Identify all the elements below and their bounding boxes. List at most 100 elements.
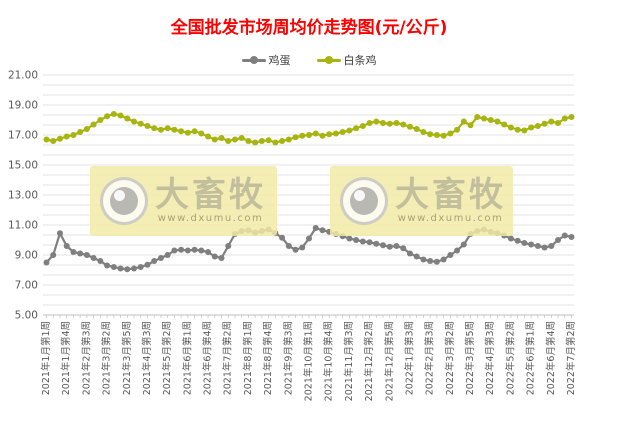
data-point [265, 137, 272, 144]
y-tick-label: 21.00 [8, 70, 38, 82]
data-point [346, 235, 353, 242]
data-point [460, 241, 467, 248]
data-point [359, 238, 366, 245]
data-point [346, 127, 353, 134]
data-point [528, 241, 535, 248]
data-point [225, 138, 232, 144]
data-point [63, 243, 70, 249]
data-point [380, 242, 387, 249]
data-point [77, 129, 84, 135]
x-tick-label: 2021年8月第1周 [242, 321, 254, 395]
data-point [218, 255, 225, 261]
data-point [386, 243, 393, 250]
x-tick-label: 2021年4月第3周 [141, 321, 153, 395]
data-point [285, 136, 292, 143]
x-tick-label: 2021年9月第3周 [282, 321, 294, 395]
data-point [386, 120, 393, 127]
legend-label-chicken: 白条鸡 [343, 54, 377, 67]
data-point [50, 138, 57, 144]
data-point [299, 132, 306, 139]
data-point [43, 259, 50, 266]
data-point [561, 232, 568, 239]
data-point [380, 120, 387, 126]
data-point [339, 129, 346, 135]
data-point [487, 117, 494, 123]
data-point [319, 227, 326, 234]
data-point [467, 122, 474, 129]
data-point [373, 118, 380, 125]
data-point [56, 230, 63, 237]
data-point [279, 234, 286, 241]
data-point [70, 249, 77, 255]
data-point [90, 255, 97, 261]
y-tick-label: 15.00 [8, 160, 38, 172]
data-point [104, 262, 111, 269]
watermark-brand-text: 大畜牧 [395, 174, 506, 215]
x-tick-label: 2022年5月第2周 [504, 321, 516, 395]
data-point [548, 118, 555, 125]
data-point [77, 250, 84, 257]
data-point [440, 256, 447, 263]
data-point [292, 134, 299, 141]
data-point [353, 237, 360, 243]
data-point [406, 123, 413, 130]
data-point [144, 123, 151, 129]
x-tick-label: 2022年1月第3周 [403, 321, 415, 395]
data-point [245, 138, 252, 144]
data-point [420, 129, 427, 135]
chicken-line-marker-icon [316, 56, 341, 65]
data-point [117, 112, 124, 119]
x-tick-label: 2021年1月第4周 [60, 321, 72, 395]
data-point [528, 124, 535, 131]
data-point [131, 118, 137, 125]
data-point [306, 235, 312, 242]
data-point [211, 136, 218, 143]
data-point [400, 121, 407, 128]
data-point [104, 113, 111, 120]
x-tick-label: 2021年12月第5周 [383, 321, 395, 401]
y-tick-label: 19.00 [8, 100, 38, 112]
data-point [501, 121, 508, 128]
x-tick-label: 2021年6月第1周 [181, 321, 193, 395]
x-tick-label: 2021年8月第4周 [262, 321, 274, 395]
eye-logo-icon [100, 177, 148, 225]
x-axis-labels: 2021年1月第1周 2021年1月第4周 2021年2月第3周 2021年3月第2周… [40, 321, 577, 401]
data-point [50, 252, 57, 258]
data-point [43, 136, 50, 143]
data-point [568, 234, 575, 240]
data-point [534, 123, 541, 129]
data-point [474, 114, 481, 120]
data-point [359, 123, 366, 129]
data-point [447, 130, 454, 137]
data-point [427, 258, 434, 264]
data-point [157, 126, 164, 133]
data-point [561, 115, 568, 122]
y-tick-label: 5.00 [15, 310, 38, 322]
data-point [151, 125, 158, 132]
y-tick-label: 11.00 [8, 220, 38, 232]
legend-item-egg[interactable]: 鸡蛋 [241, 52, 291, 68]
data-point [433, 258, 440, 265]
legend: 鸡蛋 白条鸡 [0, 52, 618, 68]
data-point [272, 139, 279, 146]
legend-item-chicken[interactable]: 白条鸡 [316, 52, 377, 68]
data-point [97, 117, 104, 123]
data-point [541, 120, 548, 127]
x-tick-label: 2022年6月第4周 [545, 321, 557, 395]
data-point [353, 125, 360, 132]
x-tick-label: 2022年6月第1周 [525, 321, 537, 395]
data-point [258, 138, 265, 144]
data-point [178, 246, 185, 253]
x-tick-label: 2021年6月第4周 [202, 321, 214, 395]
data-point [238, 135, 245, 141]
data-point [521, 240, 528, 246]
data-point [447, 252, 454, 258]
y-tick-label: 9.00 [15, 250, 38, 262]
data-point [400, 245, 407, 252]
x-tick-label: 2021年10月第1周 [303, 321, 315, 401]
watermark-url-text: www.dxumu.com [157, 213, 264, 225]
x-tick-label: 2022年7月第2周 [565, 321, 577, 395]
watermark-brand-text: 大畜牧 [155, 174, 266, 215]
data-point [124, 115, 131, 122]
data-point [137, 120, 144, 127]
